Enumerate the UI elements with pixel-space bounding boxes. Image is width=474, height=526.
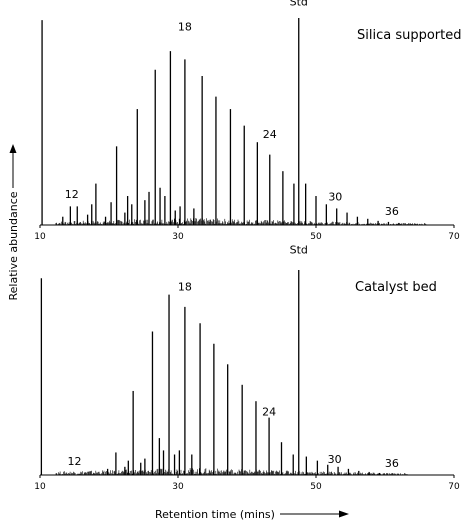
x-axis-ticks: 10 30 50 70 <box>34 475 460 492</box>
peak-label: 30 <box>328 190 342 203</box>
peak-label: 12 <box>65 188 79 201</box>
x-tick-label: 30 <box>172 232 184 242</box>
y-axis-title: Relative abundance <box>7 191 20 300</box>
peak-label: 36 <box>385 205 399 218</box>
peak-label: Std <box>290 0 308 9</box>
peak-label: 24 <box>263 128 277 141</box>
panel-catalyst-bed: 10 30 50 70 12 18 24 30 36 Std Catalyst bed <box>34 244 460 492</box>
x-axis-title: Retention time (mins) <box>155 508 275 521</box>
peak-label: 36 <box>385 457 399 470</box>
y-axis-title-group: Relative abundance <box>7 144 20 301</box>
x-axis-arrow-head <box>339 510 349 518</box>
x-tick-label: 50 <box>310 482 322 492</box>
chromatogram-trace <box>40 270 381 475</box>
x-tick-label: 70 <box>448 232 460 242</box>
peak-labels: 12 18 24 30 36 Std <box>65 0 399 218</box>
peak-label: 18 <box>178 281 192 294</box>
x-tick-label: 50 <box>310 232 322 242</box>
x-tick-label: 10 <box>34 232 46 242</box>
peak-labels: 12 18 24 30 36 Std <box>68 244 399 470</box>
x-axis-ticks: 10 30 50 70 <box>34 225 460 242</box>
peak-label: 24 <box>262 406 276 419</box>
panel-title: Silica supported <box>357 28 462 43</box>
x-tick-label: 70 <box>448 482 460 492</box>
x-tick-label: 10 <box>34 482 46 492</box>
peak-label: 12 <box>68 455 82 468</box>
peak-label: Std <box>290 244 308 257</box>
chromatogram-trace <box>41 18 400 225</box>
peak-label: 30 <box>328 453 342 466</box>
x-tick-label: 30 <box>172 482 184 492</box>
peak-label: 18 <box>178 21 192 34</box>
panel-title: Catalyst bed <box>355 280 437 295</box>
panel-silica-supported: 10 30 50 70 12 18 24 30 36 Std Silica supported <box>34 0 461 242</box>
x-axis-title-group: Retention time (mins) <box>155 508 349 521</box>
y-axis-arrow-head <box>9 144 17 153</box>
